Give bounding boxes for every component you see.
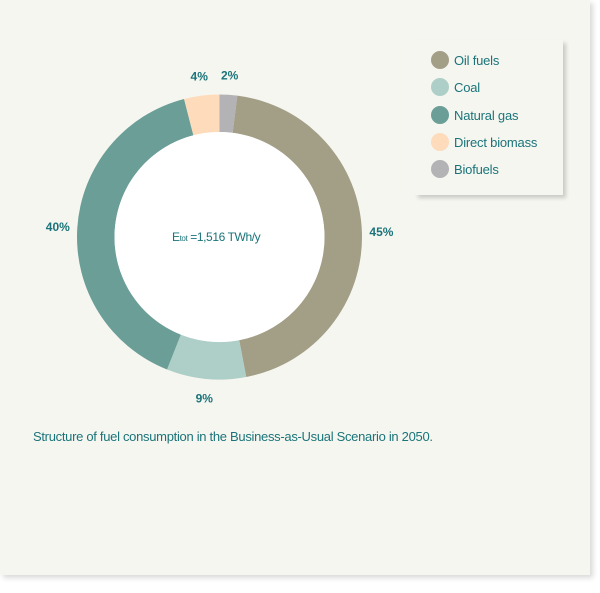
chart-caption: Structure of fuel consumption in the Bus… (33, 429, 433, 444)
value-label-biofuels: 2% (221, 68, 239, 82)
direct-biomass-swatch (431, 133, 449, 151)
legend: Oil fuels Coal Natural gas Direct biomas… (415, 40, 563, 195)
slice-direct-biomass (184, 94, 220, 136)
legend-label: Natural gas (454, 107, 519, 123)
legend-item-biofuels: Biofuels (431, 160, 499, 178)
legend-label: Coal (454, 79, 480, 95)
slice-oil-fuels (232, 95, 362, 377)
value-label-oil-fuels: 45% (369, 225, 393, 239)
legend-item-natural-gas: Natural gas (431, 106, 518, 124)
legend-item-oil-fuels: Oil fuels (431, 51, 499, 69)
value-label-coal: 9% (196, 391, 214, 405)
legend-item-coal: Coal (431, 78, 480, 96)
legend-label: Direct biomass (454, 134, 538, 150)
slice-natural-gas (76, 98, 194, 370)
slice-biofuels (219, 94, 238, 133)
legend-item-direct-biomass: Direct biomass (431, 133, 537, 151)
slice-coal (167, 334, 247, 380)
natural-gas-swatch (431, 106, 449, 124)
coal-swatch (431, 78, 449, 96)
oil-fuels-swatch (431, 51, 449, 69)
value-label-direct-biomass: 4% (191, 69, 209, 83)
biofuels-swatch (431, 160, 449, 178)
legend-label: Oil fuels (454, 52, 500, 68)
center-label: Etot =1,516 TWh/y (172, 230, 261, 244)
donut-hole (114, 132, 325, 342)
value-label-natural-gas: 40% (46, 220, 70, 234)
legend-label: Biofuels (454, 161, 499, 177)
